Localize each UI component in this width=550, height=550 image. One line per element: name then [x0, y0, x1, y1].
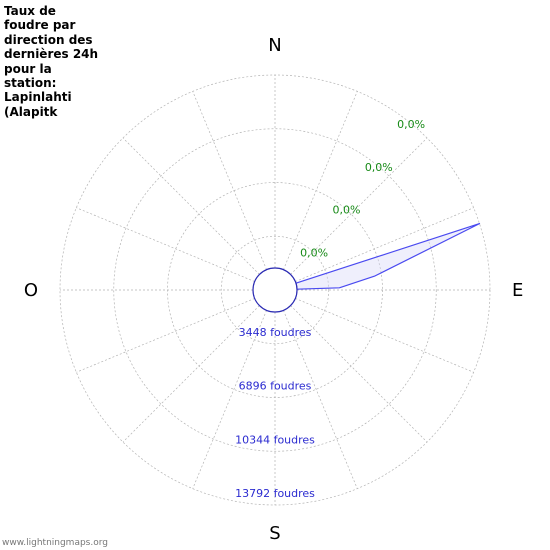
ring-pct-label: 0,0% — [300, 247, 328, 260]
cardinal-label: O — [24, 280, 38, 301]
polar-chart: N E S O 0,0% 0,0% 0,0% 0,0% 3448 foudres 6896 fou… — [0, 0, 550, 550]
cardinal-label: N — [268, 35, 281, 56]
ring-count-label: 13792 foudres — [235, 487, 315, 500]
cardinal-label: E — [512, 280, 523, 301]
ring-pct-label: 0,0% — [397, 118, 425, 131]
cardinal-label: S — [269, 523, 280, 544]
ring-count-label: 10344 foudres — [235, 433, 315, 446]
ring-pct-label: 0,0% — [365, 161, 393, 174]
ring-count-label: 3448 foudres — [239, 326, 312, 339]
attribution-text: www.lightningmaps.org — [2, 538, 108, 548]
polar-chart-container: { "title": "Taux de foudre par direction… — [0, 0, 550, 550]
ring-pct-label: 0,0% — [332, 204, 360, 217]
ring-count-label: 6896 foudres — [239, 380, 312, 393]
